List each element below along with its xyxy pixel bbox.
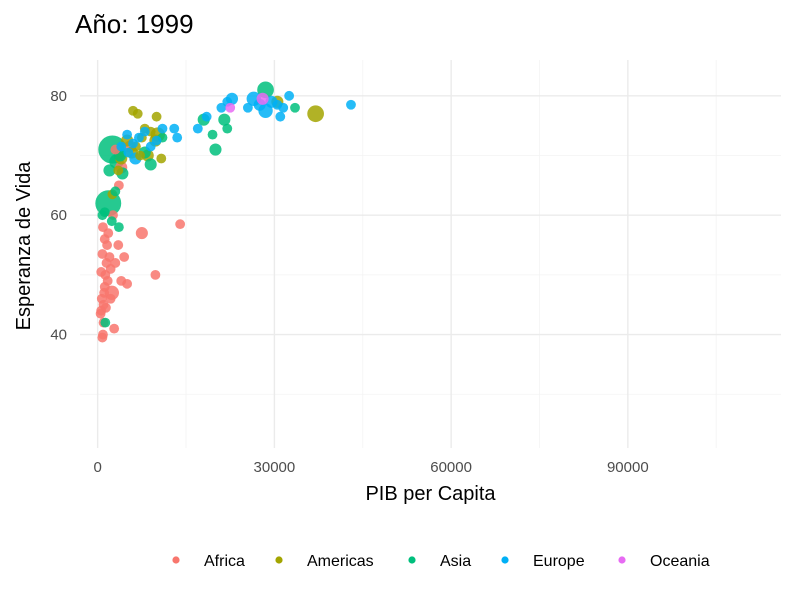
- data-point-europe: [201, 111, 212, 122]
- data-point-africa: [98, 329, 108, 340]
- data-point-americas: [307, 105, 324, 123]
- data-point-africa: [113, 240, 124, 250]
- y-tick-label: 80: [50, 88, 67, 105]
- data-point-europe: [242, 102, 253, 113]
- data-point-africa: [119, 252, 130, 262]
- data-point-europe: [123, 147, 134, 158]
- data-point-asia: [144, 158, 157, 171]
- data-point-europe: [169, 123, 180, 134]
- chart-title: Año: 1999: [75, 9, 194, 39]
- data-points: [95, 81, 356, 343]
- legend-key-europe: [501, 556, 509, 564]
- data-point-africa: [102, 275, 113, 286]
- legend-label-oceania: Oceania: [650, 553, 710, 570]
- data-point-asia: [106, 216, 117, 227]
- x-tick-label: 0: [94, 459, 102, 476]
- data-point-asia: [113, 222, 124, 233]
- data-point-europe: [278, 102, 289, 113]
- data-point-africa: [101, 302, 111, 313]
- legend-key-africa: [172, 556, 180, 564]
- data-point-europe: [139, 126, 150, 137]
- data-point-asia: [290, 102, 300, 113]
- grid: [80, 60, 781, 448]
- data-point-asia: [222, 123, 233, 134]
- data-point-europe: [216, 102, 227, 113]
- legend-key-asia: [408, 556, 416, 564]
- data-point-americas: [156, 153, 167, 164]
- data-point-africa: [97, 249, 108, 259]
- data-point-americas: [113, 165, 124, 176]
- legend-label-asia: Asia: [440, 553, 471, 570]
- legend-key-americas: [275, 556, 283, 564]
- x-tick-label: 30000: [254, 459, 296, 476]
- x-tick-label: 60000: [430, 459, 472, 476]
- y-axis-title: Esperanza de Vida: [13, 161, 35, 331]
- data-point-europe: [122, 129, 133, 140]
- legend-key-oceania: [618, 556, 626, 564]
- legend-label-africa: Africa: [204, 553, 245, 570]
- data-point-europe: [172, 132, 183, 143]
- data-point-europe: [116, 141, 127, 152]
- data-point-asia: [103, 164, 116, 177]
- data-point-europe: [134, 132, 144, 143]
- data-point-asia: [110, 186, 121, 197]
- data-point-africa: [110, 258, 121, 268]
- data-point-americas: [135, 150, 145, 161]
- data-point-africa: [175, 219, 186, 230]
- data-point-africa: [150, 269, 161, 280]
- data-point-africa: [105, 293, 116, 304]
- data-point-americas: [132, 108, 143, 119]
- data-point-europe: [157, 123, 168, 134]
- data-point-africa: [98, 222, 108, 233]
- data-point-europe: [346, 99, 356, 110]
- legend-label-americas: Americas: [307, 553, 374, 570]
- y-tick-label: 40: [50, 327, 67, 344]
- data-point-oceania: [225, 102, 236, 113]
- data-point-asia: [218, 113, 231, 126]
- data-point-africa: [122, 278, 133, 289]
- data-point-europe: [284, 90, 295, 101]
- data-point-asia: [207, 129, 218, 140]
- x-axis-title: PIB per Capita: [365, 483, 496, 505]
- data-point-europe: [192, 123, 203, 134]
- y-tick-label: 60: [50, 207, 67, 224]
- data-point-africa: [99, 234, 110, 244]
- tick-labels: 0 30000 60000 90000 40 60 80: [50, 88, 648, 476]
- data-point-asia: [97, 210, 108, 221]
- data-point-europe: [128, 138, 138, 149]
- data-point-oceania: [256, 92, 269, 105]
- legend: Africa Americas Asia Europe Oceania: [172, 553, 710, 570]
- data-point-americas: [151, 111, 162, 122]
- data-point-europe: [145, 141, 156, 152]
- data-point-asia: [209, 143, 222, 156]
- data-point-asia: [100, 317, 111, 328]
- x-tick-label: 90000: [607, 459, 649, 476]
- data-point-africa: [109, 323, 120, 334]
- data-point-europe: [151, 135, 162, 146]
- data-point-europe: [275, 111, 286, 122]
- legend-label-europe: Europe: [533, 553, 585, 570]
- data-point-africa: [135, 227, 148, 240]
- data-point-africa: [96, 267, 107, 277]
